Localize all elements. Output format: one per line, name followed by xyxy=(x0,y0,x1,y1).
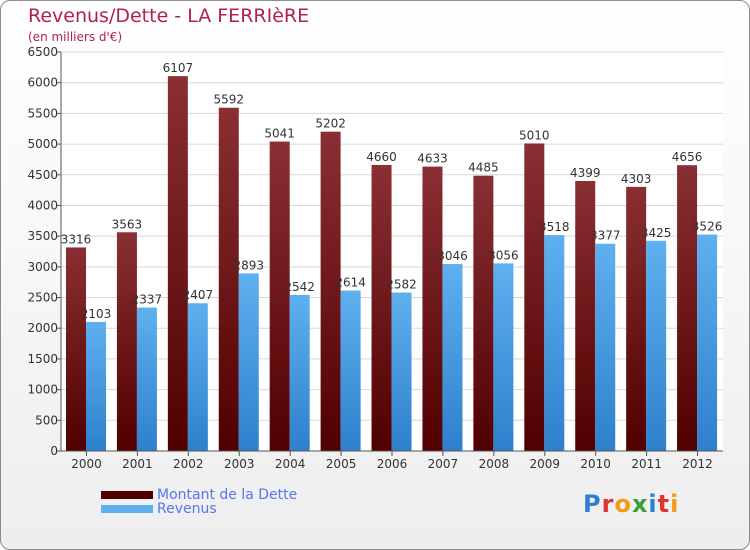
x-tick-label: 2006 xyxy=(377,457,408,471)
debt-bar xyxy=(524,143,545,451)
revenue-value-label: 2542 xyxy=(284,280,315,294)
revenue-bar xyxy=(646,240,667,451)
debt-bar xyxy=(677,165,698,451)
debt-value-label: 4399 xyxy=(570,166,601,180)
y-tick-label: 0 xyxy=(50,444,58,458)
debt-value-label: 4660 xyxy=(366,150,397,164)
logo-letter: i xyxy=(670,490,680,518)
y-tick-label: 2500 xyxy=(27,291,58,305)
revenue-bar xyxy=(442,264,463,451)
revenue-value-label: 2337 xyxy=(132,293,163,307)
y-tick-label: 4000 xyxy=(27,198,58,212)
debt-bar xyxy=(167,76,188,452)
revenue-bar xyxy=(340,290,361,451)
revenue-value-label: 2407 xyxy=(183,288,214,302)
debt-value-label: 4303 xyxy=(621,172,652,186)
revenue-value-label: 2103 xyxy=(81,307,112,321)
revenue-value-label: 3046 xyxy=(437,249,468,263)
revenue-value-label: 3425 xyxy=(641,226,672,240)
legend-item-debt: Montant de la Dette xyxy=(101,487,297,503)
y-tick-label: 500 xyxy=(35,413,58,427)
debt-bar xyxy=(116,232,137,451)
logo-letter: o xyxy=(614,490,632,518)
revenue-value-label: 3526 xyxy=(692,220,723,234)
revenue-bar xyxy=(238,273,259,451)
debt-value-label: 3316 xyxy=(61,232,92,246)
logo-letter: P xyxy=(583,490,602,518)
y-tick-label: 1500 xyxy=(27,352,58,366)
debt-value-label: 5202 xyxy=(315,117,346,131)
revenue-value-label: 3056 xyxy=(488,248,519,262)
y-tick-label: 3500 xyxy=(27,229,58,243)
y-tick-label: 2000 xyxy=(27,321,58,335)
revenue-bar xyxy=(595,243,616,451)
debt-value-label: 4656 xyxy=(672,150,703,164)
legend-item-revenue: Revenus xyxy=(101,501,217,517)
revenue-value-label: 3377 xyxy=(590,229,621,243)
logo-letter: x xyxy=(631,490,649,518)
debt-value-label: 4485 xyxy=(468,161,499,175)
proxiti-logo[interactable]: Proxiti xyxy=(583,490,679,518)
debt-value-label: 6107 xyxy=(163,61,194,75)
x-tick-label: 2004 xyxy=(275,457,306,471)
y-tick-label: 3000 xyxy=(27,260,58,274)
legend-swatch-revenue xyxy=(101,505,153,513)
legend-label-debt: Montant de la Dette xyxy=(157,487,298,503)
revenue-value-label: 3518 xyxy=(539,220,570,234)
debt-bar xyxy=(575,180,596,452)
x-tick-label: 2005 xyxy=(326,457,357,471)
revenue-bar xyxy=(136,307,157,451)
debt-bar xyxy=(371,164,392,451)
chart-subtitle: (en milliers d'€) xyxy=(28,30,123,44)
x-tick-label: 2012 xyxy=(682,457,713,471)
x-tick-label: 2011 xyxy=(631,457,662,471)
logo-letter: t xyxy=(657,490,671,518)
y-tick-label: 6500 xyxy=(27,45,58,59)
logo-letter: i xyxy=(648,490,658,518)
debt-value-label: 5592 xyxy=(213,93,244,107)
x-tick-label: 2002 xyxy=(173,457,204,471)
revenue-bar xyxy=(187,303,208,451)
logo-letter: r xyxy=(601,490,615,518)
revenue-bar xyxy=(493,263,514,451)
revenue-value-label: 2582 xyxy=(386,278,417,292)
legend-label-revenue: Revenus xyxy=(157,501,217,517)
debt-bar xyxy=(218,107,239,451)
x-tick-label: 2000 xyxy=(71,457,102,471)
debt-value-label: 5041 xyxy=(264,127,295,141)
debt-value-label: 5010 xyxy=(519,128,550,142)
y-tick-label: 5000 xyxy=(27,137,58,151)
x-tick-label: 2007 xyxy=(428,457,459,471)
revenue-bar xyxy=(86,321,106,451)
chart-title: Revenus/Dette - LA FERRIèRE xyxy=(28,5,310,27)
y-tick-label: 6000 xyxy=(27,76,58,90)
x-tick-label: 2001 xyxy=(122,457,153,471)
revenue-bar xyxy=(697,234,718,451)
debt-value-label: 4633 xyxy=(417,152,448,166)
y-tick-label: 1000 xyxy=(27,383,58,397)
debt-bar xyxy=(422,166,443,451)
y-tick-label: 5500 xyxy=(27,106,58,120)
x-tick-label: 2008 xyxy=(479,457,510,471)
revenue-value-label: 2893 xyxy=(233,258,264,272)
y-tick-label: 4500 xyxy=(27,168,58,182)
debt-value-label: 3563 xyxy=(112,217,143,231)
x-tick-label: 2003 xyxy=(224,457,255,471)
revenue-value-label: 2614 xyxy=(335,276,366,290)
debt-bar xyxy=(66,247,86,451)
revenue-bar xyxy=(544,235,565,451)
debt-bar xyxy=(626,186,647,451)
debt-bar xyxy=(269,141,290,451)
debt-bar xyxy=(473,175,494,451)
debt-bar xyxy=(320,131,341,451)
legend-swatch-debt xyxy=(101,491,153,499)
x-tick-label: 2010 xyxy=(580,457,611,471)
revenue-bar xyxy=(289,294,310,451)
x-tick-label: 2009 xyxy=(529,457,560,471)
revenue-bar xyxy=(391,292,412,451)
